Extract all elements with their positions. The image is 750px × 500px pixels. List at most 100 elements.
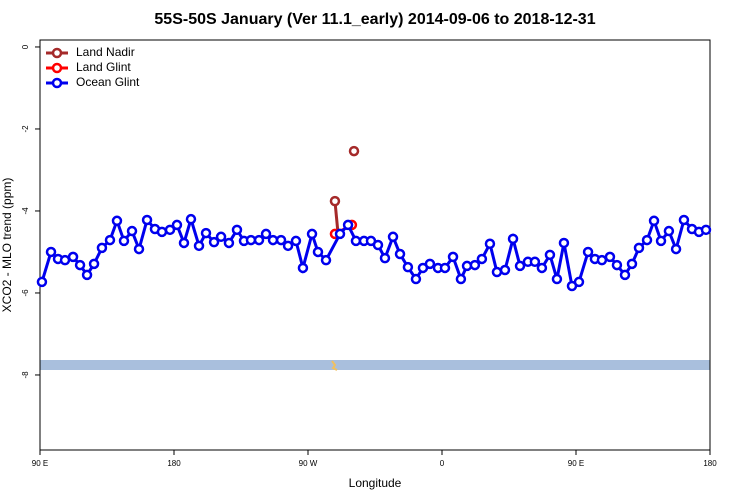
- point: [582, 246, 594, 258]
- point: [260, 228, 272, 240]
- y-tick-label: -4: [21, 207, 30, 215]
- legend-marker: [51, 77, 63, 89]
- x-tick-label: 90 E: [32, 459, 48, 468]
- point: [171, 219, 183, 231]
- surface-band: [40, 360, 710, 370]
- legend-marker: [51, 62, 63, 74]
- point: [88, 258, 100, 270]
- point: [126, 225, 138, 237]
- point: [193, 240, 205, 252]
- point: [604, 251, 616, 263]
- point: [700, 224, 712, 236]
- point: [215, 231, 227, 243]
- point: [96, 242, 108, 254]
- point: [118, 235, 130, 247]
- point: [611, 259, 623, 271]
- x-axis-label: Longitude: [349, 476, 402, 490]
- point: [297, 262, 309, 274]
- point: [596, 254, 608, 266]
- x-tick-label: 180: [167, 459, 181, 468]
- point: [544, 249, 556, 261]
- point: [499, 264, 511, 276]
- point: [551, 273, 563, 285]
- point: [619, 269, 631, 281]
- x-tick-label: 90 W: [299, 459, 318, 468]
- plot-area: [36, 145, 712, 292]
- y-tick-label: 0: [21, 44, 30, 49]
- point: [410, 273, 422, 285]
- chart-title: 55S-50S January (Ver 11.1_early) 2014-09…: [154, 11, 595, 28]
- point: [655, 235, 667, 247]
- point: [424, 258, 436, 270]
- point: [320, 254, 332, 266]
- point: [231, 224, 243, 236]
- point: [223, 237, 235, 249]
- point: [312, 246, 324, 258]
- point: [476, 253, 488, 265]
- point: [641, 234, 653, 246]
- plot-frame: [39, 39, 711, 451]
- point: [81, 269, 93, 281]
- point: [379, 252, 391, 264]
- point: [670, 243, 682, 255]
- x-tick-label: 180: [703, 459, 717, 468]
- point: [36, 276, 48, 288]
- point: [282, 240, 294, 252]
- point: [67, 251, 79, 263]
- point: [402, 261, 414, 273]
- y-tick-label: -8: [21, 371, 30, 379]
- point: [329, 195, 341, 207]
- point: [678, 214, 690, 226]
- point: [141, 214, 153, 226]
- point: [626, 258, 638, 270]
- point: [200, 227, 212, 239]
- point: [45, 246, 57, 258]
- point: [275, 234, 287, 246]
- point: [514, 260, 526, 272]
- x-tick-label: 0: [440, 459, 445, 468]
- point: [491, 266, 503, 278]
- point: [447, 251, 459, 263]
- point: [334, 228, 346, 240]
- point: [469, 259, 481, 271]
- x-tick-label: 90 E: [568, 459, 584, 468]
- point: [372, 239, 384, 251]
- y-tick-label: -6: [21, 289, 30, 297]
- point: [208, 236, 220, 248]
- point: [253, 234, 265, 246]
- point: [342, 219, 354, 231]
- point: [648, 215, 660, 227]
- point: [633, 242, 645, 254]
- point: [348, 145, 360, 157]
- legend-label: Ocean Glint: [76, 75, 140, 89]
- point: [484, 238, 496, 250]
- point: [536, 262, 548, 274]
- point: [111, 215, 123, 227]
- point: [529, 256, 541, 268]
- legend-label: Land Nadir: [76, 45, 135, 59]
- legend-marker: [51, 47, 63, 59]
- point: [558, 237, 570, 249]
- point: [663, 225, 675, 237]
- point: [178, 237, 190, 249]
- legend-label: Land Glint: [76, 60, 131, 74]
- point: [104, 234, 116, 246]
- land-strip: [331, 360, 338, 371]
- point: [133, 243, 145, 255]
- point: [306, 228, 318, 240]
- point: [185, 213, 197, 225]
- point: [455, 273, 467, 285]
- y-tick-label: -2: [21, 125, 30, 133]
- point: [507, 233, 519, 245]
- point: [59, 254, 71, 266]
- y-axis-label: XCO2 - MLO trend (ppm): [0, 178, 14, 313]
- point: [387, 231, 399, 243]
- point: [156, 226, 168, 238]
- point: [439, 262, 451, 274]
- point: [164, 224, 176, 236]
- point: [74, 259, 86, 271]
- point: [394, 248, 406, 260]
- point: [573, 276, 585, 288]
- point: [290, 235, 302, 247]
